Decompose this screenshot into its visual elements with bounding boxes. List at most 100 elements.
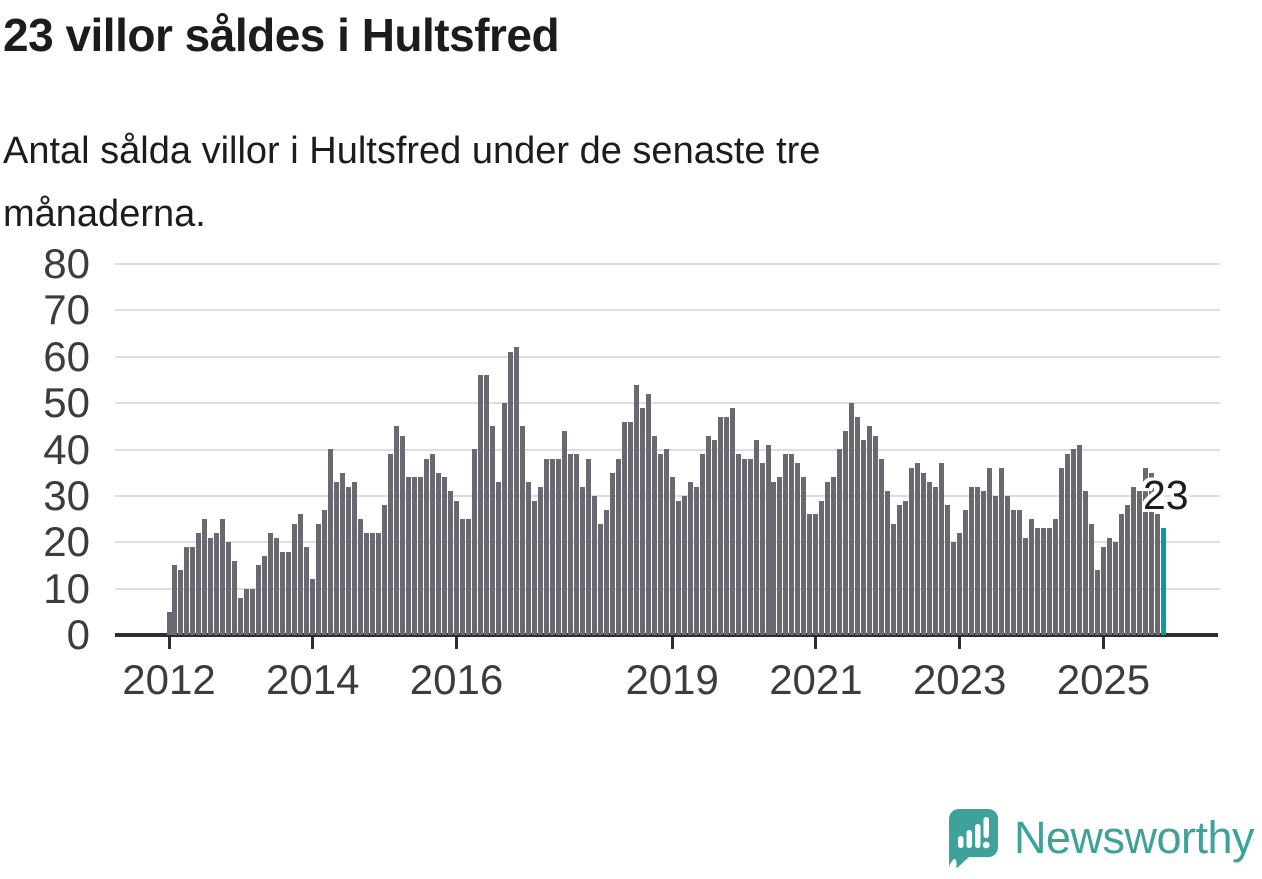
bar (777, 477, 783, 635)
bar (1035, 528, 1041, 635)
y-axis-label: 70 (43, 286, 90, 334)
bar (831, 477, 837, 635)
bar (783, 454, 789, 635)
bar (633, 385, 639, 635)
bar (585, 459, 591, 635)
x-axis-line (115, 633, 1218, 637)
x-axis-label: 2023 (912, 656, 1007, 703)
bar (388, 454, 394, 635)
bar (477, 375, 483, 635)
bar (394, 426, 400, 635)
bar (328, 449, 334, 635)
bar (555, 459, 561, 635)
bar (549, 459, 555, 635)
bar (663, 449, 669, 635)
x-axis-label: 2025 (1056, 656, 1151, 703)
bar (639, 408, 645, 635)
bar (609, 473, 615, 635)
bar (454, 501, 460, 635)
bar (711, 440, 717, 635)
bar (196, 533, 202, 635)
bar (208, 538, 214, 635)
bar (513, 347, 519, 635)
y-axis-label: 40 (43, 425, 90, 473)
x-axis-label: 2016 (409, 656, 504, 703)
bar (286, 552, 292, 635)
bar (795, 463, 801, 635)
bar (1130, 487, 1136, 635)
bar (519, 426, 525, 635)
bar (849, 403, 855, 635)
bar (627, 422, 633, 635)
chart-subtitle: Antal sålda villor i Hultsfred under de … (3, 130, 821, 235)
bar (202, 519, 208, 635)
bar (1059, 468, 1064, 635)
bar (855, 417, 861, 635)
bar (250, 589, 256, 635)
y-axis-label: 30 (43, 471, 90, 519)
bar (699, 454, 705, 635)
bar (741, 459, 747, 635)
bar (969, 487, 975, 635)
bar (525, 482, 531, 635)
x-tick (958, 637, 962, 649)
bar (274, 538, 280, 635)
bar (987, 468, 993, 635)
bar (603, 510, 609, 635)
bar (1106, 538, 1112, 635)
bar (1029, 519, 1035, 635)
bar (669, 477, 675, 635)
page-title: 23 villor såldes i Hultsfred (3, 9, 560, 61)
y-axis-label: 20 (43, 518, 90, 566)
bar (268, 533, 274, 635)
bar (1118, 514, 1124, 635)
x-tick (670, 637, 674, 649)
bar (939, 463, 945, 635)
x-axis-label: 2014 (266, 656, 360, 703)
bar (735, 454, 741, 635)
bar (340, 473, 346, 635)
bar (531, 501, 537, 635)
y-axis-label: 10 (43, 564, 90, 612)
bar (448, 491, 454, 635)
x-axis-label: 2012 (122, 656, 216, 703)
bar (825, 482, 831, 635)
highlight-value-label: 23 (1143, 472, 1189, 518)
bar (400, 436, 406, 635)
y-axis-label: 50 (43, 379, 90, 427)
bar (1005, 496, 1011, 635)
bar (579, 487, 585, 635)
bar (489, 426, 495, 635)
x-tick (1101, 637, 1105, 649)
x-tick (455, 637, 459, 649)
bar (999, 468, 1005, 635)
y-axis-label: 80 (43, 240, 90, 287)
bar (951, 542, 957, 635)
bar (466, 519, 471, 635)
bar (561, 431, 567, 635)
bar (897, 505, 903, 635)
bar (364, 533, 370, 635)
bar (687, 482, 693, 635)
bar (1148, 473, 1154, 635)
y-axis-label: 60 (43, 332, 90, 380)
highlight-bar (1160, 528, 1166, 635)
bar (909, 468, 915, 635)
bar (501, 403, 507, 635)
bar (483, 375, 489, 635)
bar (316, 524, 322, 635)
bar (861, 440, 867, 635)
bar (573, 454, 579, 635)
bar (1076, 445, 1082, 635)
bar (1065, 454, 1070, 635)
bar (1023, 538, 1029, 635)
bar (376, 533, 382, 635)
bar (471, 449, 477, 635)
bar (460, 519, 465, 635)
bar (1082, 491, 1088, 635)
bar (412, 477, 418, 635)
bar (214, 533, 220, 635)
bar (1154, 514, 1160, 635)
bar (1011, 510, 1017, 635)
bar (232, 561, 238, 635)
